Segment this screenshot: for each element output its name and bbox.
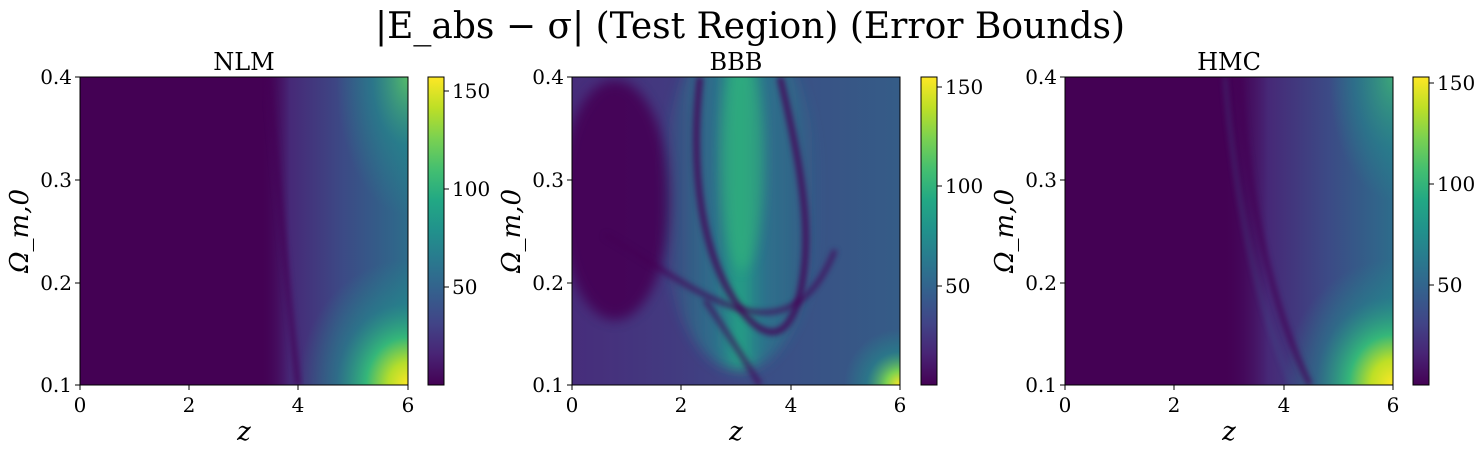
y-axis-label: Ω_m,0 <box>497 189 527 274</box>
y-tick-label: 0.3 <box>532 168 564 192</box>
colorbar-tick: 100 <box>1437 172 1475 196</box>
colorbar-tick: 100 <box>945 174 983 198</box>
y-axis: 0.4 0.3 0.2 0.1 Ω_m,0 <box>5 65 80 397</box>
heatmap-bbb <box>572 77 900 385</box>
x-axis: 0 2 4 6 z <box>566 385 907 447</box>
y-tick-label: 0.1 <box>532 373 564 397</box>
x-tick-label: 6 <box>894 393 907 417</box>
y-tick-label: 0.4 <box>1025 65 1057 89</box>
x-axis-label: z <box>236 417 251 447</box>
plot-frame <box>79 76 409 386</box>
y-tick-label: 0.1 <box>40 373 72 397</box>
x-tick-label: 6 <box>402 393 415 417</box>
panel-bbb: BBB 0.4 0.3 0.2 0.1 Ω_m,0 <box>497 48 983 447</box>
colorbar-tick: 150 <box>452 79 490 103</box>
colorbar-nlm: 150 100 50 <box>427 76 490 386</box>
x-axis: 0 2 4 6 z <box>1059 385 1400 447</box>
y-tick-label: 0.4 <box>40 65 72 89</box>
y-tick-label: 0.1 <box>1025 373 1057 397</box>
colorbar-hmc: 150 100 50 <box>1412 71 1475 386</box>
x-axis-label: z <box>728 417 743 447</box>
y-tick-label: 0.3 <box>1025 168 1057 192</box>
y-axis-label: Ω_m,0 <box>5 189 35 274</box>
colorbar-tick: 150 <box>1437 71 1475 95</box>
colorbar-tick: 50 <box>945 274 970 298</box>
y-axis: 0.4 0.3 0.2 0.1 Ω_m,0 <box>497 65 572 397</box>
y-axis: 0.4 0.3 0.2 0.1 Ω_m,0 <box>990 65 1065 397</box>
y-tick-label: 0.2 <box>1025 271 1057 295</box>
x-tick-label: 4 <box>785 393 798 417</box>
x-tick-label: 4 <box>292 393 305 417</box>
x-tick-label: 0 <box>566 393 579 417</box>
x-axis-label: z <box>1221 417 1236 447</box>
panel-nlm: NLM 0.4 0.3 0.2 0.1 Ω_m,0 0 2 4 <box>5 48 490 447</box>
x-tick-label: 2 <box>1168 393 1181 417</box>
colorbar-bbb: 150 100 50 <box>920 75 983 386</box>
x-tick-label: 2 <box>675 393 688 417</box>
x-tick-label: 0 <box>74 393 87 417</box>
x-tick-label: 2 <box>183 393 196 417</box>
plot-frame <box>571 76 901 386</box>
x-tick-label: 4 <box>1278 393 1291 417</box>
colorbar-tick: 50 <box>1437 273 1462 297</box>
heatmap-nlm <box>80 77 408 385</box>
y-axis-label: Ω_m,0 <box>990 189 1020 274</box>
colorbar-tick: 50 <box>452 275 477 299</box>
x-tick-label: 0 <box>1059 393 1072 417</box>
panel-title: NLM <box>213 48 275 76</box>
colorbar-tick: 100 <box>452 177 490 201</box>
panel-title: BBB <box>710 48 763 76</box>
y-tick-label: 0.2 <box>532 271 564 295</box>
y-tick-label: 0.2 <box>40 271 72 295</box>
panel-title: HMC <box>1197 48 1261 76</box>
plot-frame <box>1064 76 1394 386</box>
x-tick-label: 6 <box>1387 393 1400 417</box>
y-tick-label: 0.4 <box>532 65 564 89</box>
colorbar-tick: 150 <box>945 75 983 99</box>
y-tick-label: 0.3 <box>40 168 72 192</box>
x-axis: 0 2 4 6 z <box>74 385 415 447</box>
heatmap-hmc <box>1065 77 1393 385</box>
figure-title: |E_abs − σ| (Test Region) (Error Bounds) <box>375 6 1125 47</box>
panel-hmc: HMC 0.4 0.3 0.2 0.1 Ω_m,0 0 2 <box>990 48 1475 447</box>
